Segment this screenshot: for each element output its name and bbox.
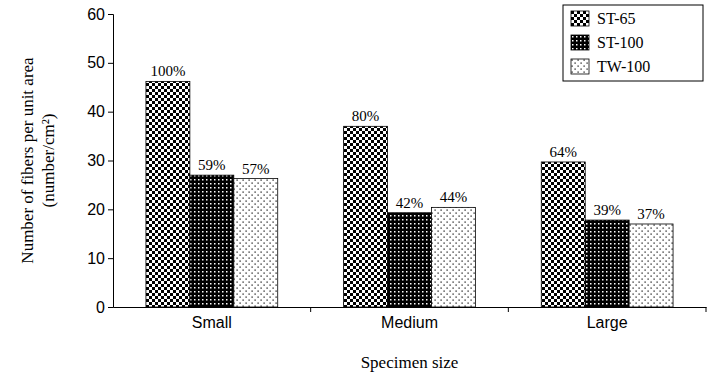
x-tick-label: Small bbox=[192, 314, 232, 331]
legend-box bbox=[563, 5, 703, 81]
percent-label: 100% bbox=[150, 63, 185, 79]
x-tick: Medium bbox=[381, 307, 438, 331]
y-tick-mark bbox=[108, 112, 113, 113]
bar bbox=[431, 207, 475, 307]
y-tick-mark bbox=[108, 63, 113, 64]
legend-item: ST-100 bbox=[571, 34, 644, 51]
y-tick: 0 bbox=[96, 299, 113, 316]
y-tick: 30 bbox=[87, 152, 113, 169]
percent-label: 44% bbox=[440, 189, 468, 205]
bar bbox=[629, 224, 673, 307]
y-tick-mark bbox=[108, 209, 113, 210]
percent-label: 59% bbox=[198, 157, 226, 173]
y-tick-label: 20 bbox=[87, 201, 105, 218]
y-tick-mark bbox=[108, 14, 113, 15]
y-tick-mark bbox=[108, 161, 113, 162]
y-tick: 20 bbox=[87, 201, 113, 218]
legend-label: ST-100 bbox=[597, 34, 644, 51]
bar bbox=[541, 162, 585, 307]
percent-label: 39% bbox=[593, 202, 621, 218]
x-tick-label: Large bbox=[587, 314, 628, 331]
percent-label: 42% bbox=[396, 195, 424, 211]
plot-area: 100% 80% 64% 59% 42% 39% 57% 44% 37% 0 10 20 30 40 50 6… bbox=[87, 6, 706, 332]
legend: ST-65 ST-100 TW-100 bbox=[563, 5, 703, 81]
bars bbox=[146, 81, 673, 307]
y-tick: 50 bbox=[87, 54, 113, 71]
bar bbox=[388, 213, 432, 307]
x-boundary-tick bbox=[706, 307, 707, 312]
legend-label: ST-65 bbox=[597, 10, 636, 27]
percent-label: 37% bbox=[637, 206, 665, 222]
y-tick-label: 10 bbox=[87, 250, 105, 267]
x-boundary-tick bbox=[508, 307, 509, 312]
x-axis-title: Specimen size bbox=[361, 353, 459, 372]
y-tick: 40 bbox=[87, 103, 113, 120]
y-axis: 0 10 20 30 40 50 60 bbox=[87, 6, 113, 316]
percent-label: 57% bbox=[242, 161, 270, 177]
y-tick-label: 60 bbox=[87, 6, 105, 23]
y-tick: 10 bbox=[87, 250, 113, 267]
y-tick-label: 50 bbox=[87, 54, 105, 71]
legend-swatch bbox=[571, 35, 589, 50]
y-tick-mark bbox=[108, 258, 113, 259]
y-axis-title: (number/cm²) bbox=[39, 114, 58, 208]
bar bbox=[190, 175, 234, 307]
y-axis-title: Number of fibers per unit area bbox=[18, 57, 37, 264]
y-tick-label: 40 bbox=[87, 103, 105, 120]
x-tick: Small bbox=[192, 307, 232, 331]
y-axis-line bbox=[108, 15, 114, 308]
bar bbox=[344, 126, 388, 307]
x-boundary-tick bbox=[310, 307, 311, 312]
x-axis: Small Medium Large bbox=[114, 307, 707, 331]
x-tick: Large bbox=[587, 307, 628, 331]
bar bbox=[585, 220, 629, 307]
bar bbox=[234, 179, 278, 307]
y-tick: 60 bbox=[87, 6, 113, 23]
x-tick-label: Medium bbox=[381, 314, 438, 331]
legend-item: TW-100 bbox=[571, 58, 650, 75]
y-tick-label: 30 bbox=[87, 152, 105, 169]
legend-swatch bbox=[571, 59, 589, 74]
y-tick-mark bbox=[108, 307, 113, 308]
percent-label: 80% bbox=[352, 108, 380, 124]
chart: 100% 80% 64% 59% 42% 39% 57% 44% 37% 0 10 20 30 40 50 6… bbox=[0, 0, 716, 378]
legend-label: TW-100 bbox=[597, 58, 650, 75]
legend-item: ST-65 bbox=[571, 10, 636, 27]
percent-labels: 100% 80% 64% 59% 42% 39% 57% 44% 37% bbox=[150, 63, 664, 222]
bar bbox=[146, 81, 190, 307]
percent-label: 64% bbox=[549, 144, 577, 160]
x-axis-line bbox=[114, 307, 707, 308]
legend-swatch bbox=[571, 11, 589, 26]
y-tick-label: 0 bbox=[96, 299, 105, 316]
